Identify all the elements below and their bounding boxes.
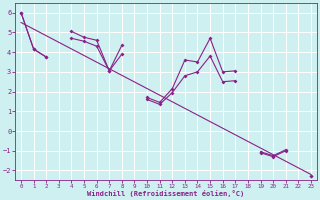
- X-axis label: Windchill (Refroidissement éolien,°C): Windchill (Refroidissement éolien,°C): [87, 190, 244, 197]
